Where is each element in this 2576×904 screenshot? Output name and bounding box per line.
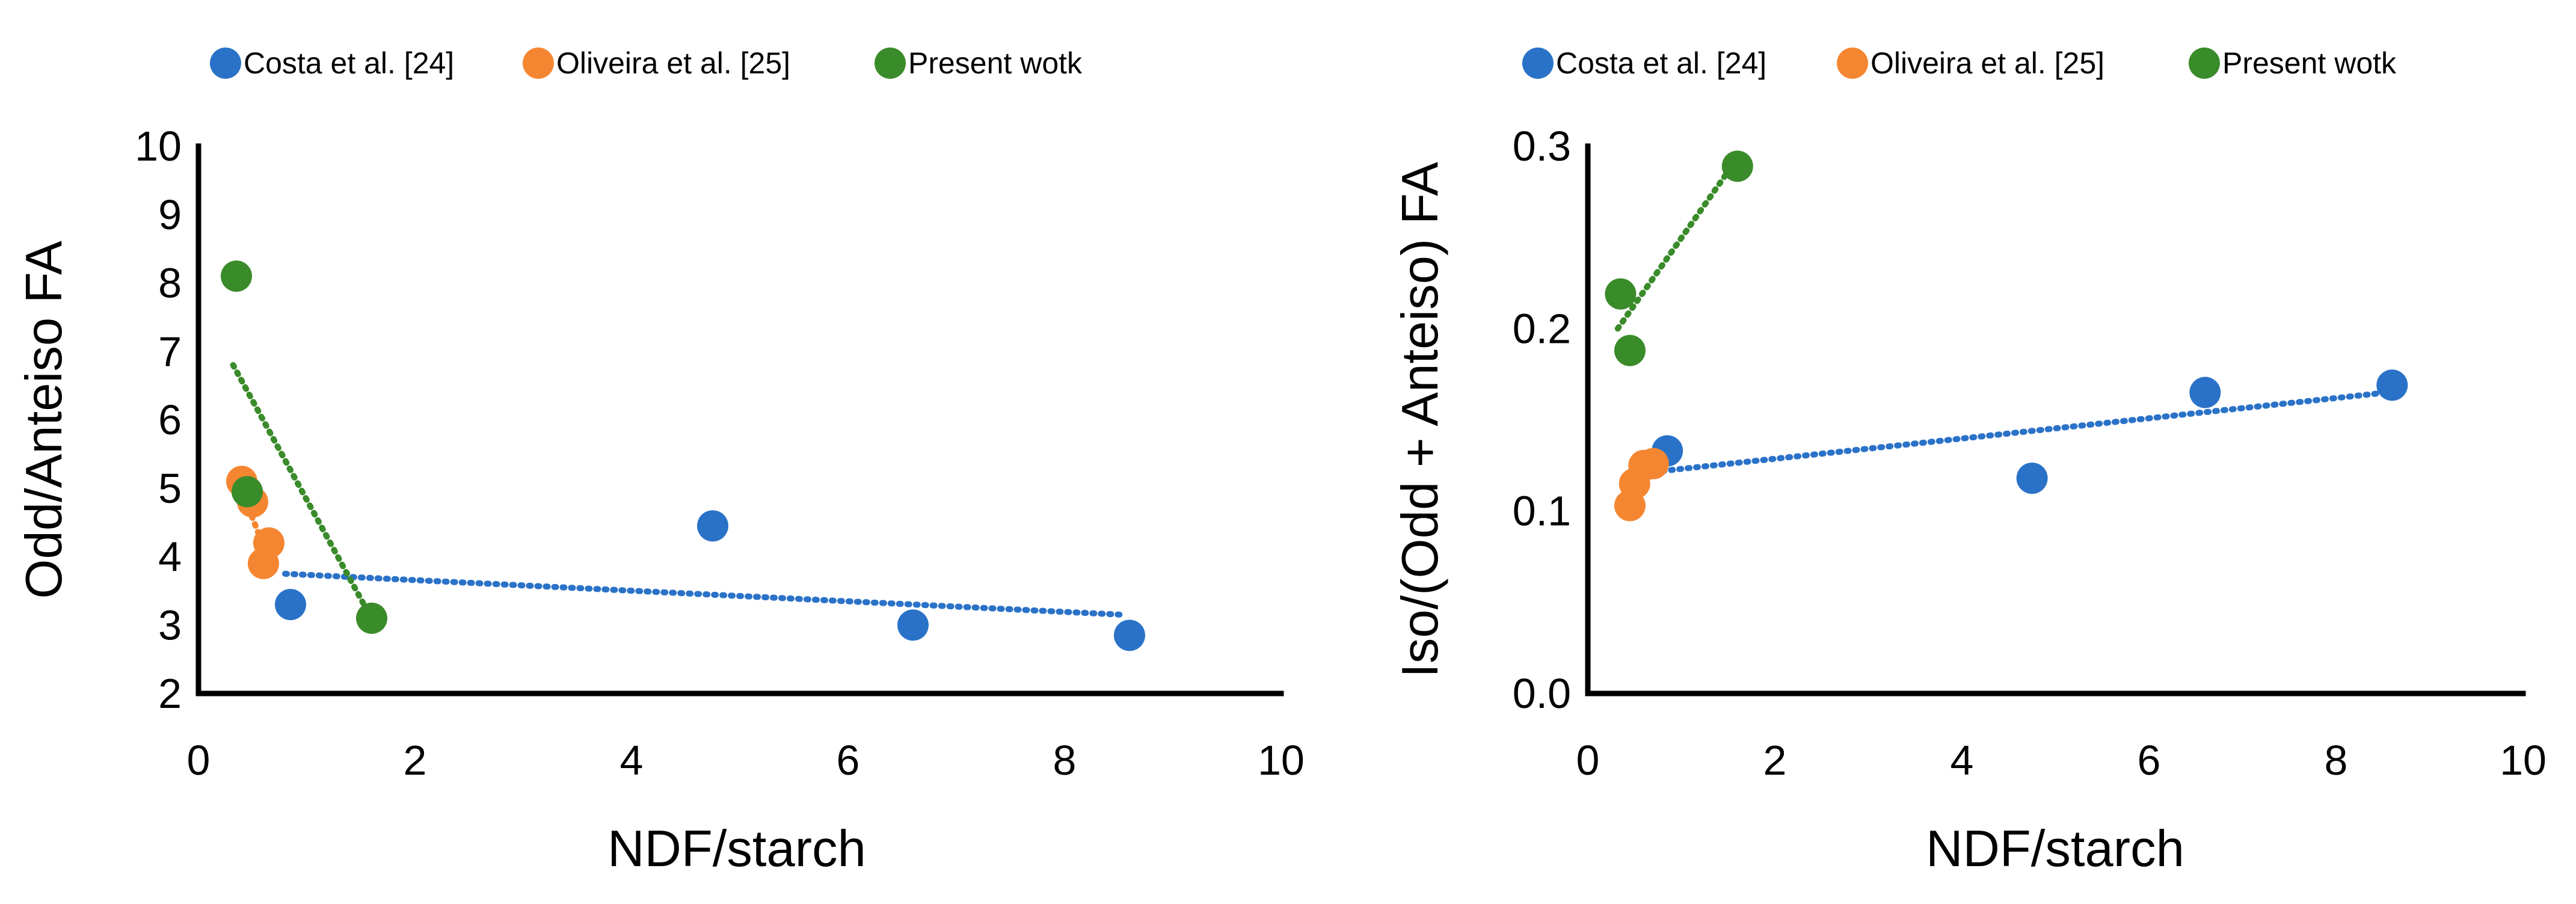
legend-label-present: Present wotk	[908, 46, 1083, 80]
x-tick-label-right-0: 0	[1576, 737, 1600, 784]
y-tick-label-right-0: 0.0	[1513, 670, 1571, 717]
y-tick-label-left-1: 3	[158, 601, 182, 648]
y-tick-label-right-2: 0.2	[1513, 305, 1571, 352]
legend-label-oliveira: Oliveira et al. [25]	[1871, 46, 2104, 80]
y-tick-labels-right: 0.0 0.1 0.2 0.3	[1513, 123, 1571, 717]
legend-label-costa: Costa et al. [24]	[244, 46, 454, 80]
y-tick-label-right-1: 0.1	[1513, 488, 1571, 535]
legend-label-costa: Costa et al. [24]	[1556, 46, 1766, 80]
y-tick-label-left-4: 6	[158, 396, 182, 443]
x-tick-label-right-4: 8	[2325, 737, 2348, 784]
y-tick-label-left-2: 4	[158, 533, 182, 580]
y-tick-labels-left: 2 3 4 5 6 7 8 9 10	[135, 123, 182, 717]
data-point-costa-right-1	[2016, 463, 2048, 494]
y-tick-label-left-8: 10	[135, 123, 182, 170]
data-point-present-right-1	[1614, 334, 1646, 366]
trendlines-right	[1614, 158, 2391, 500]
x-tick-label-left-0: 0	[187, 737, 211, 784]
x-tick-label-left-3: 6	[837, 737, 860, 784]
y-tick-label-left-5: 7	[158, 328, 182, 375]
legend-item-present: Present wotk	[2189, 46, 2397, 80]
data-point-costa-right-3	[2376, 369, 2408, 401]
data-point-present-left-0	[221, 260, 252, 292]
legend-left: Costa et al. [24] Oliveira et al. [25] P…	[210, 46, 1083, 80]
y-tick-label-left-6: 8	[158, 260, 182, 307]
y-tick-label-left-0: 2	[158, 670, 182, 717]
legend-label-oliveira: Oliveira et al. [25]	[556, 46, 790, 80]
legend-item-oliveira: Oliveira et al. [25]	[1837, 46, 2104, 80]
trendlines-left	[230, 362, 1127, 618]
data-point-oliveira-left-3	[248, 547, 279, 579]
trendline-costa-right	[1659, 389, 2391, 474]
right-chart: Costa et al. [24] Oliveira et al. [25] P…	[1392, 46, 2547, 878]
legend-item-oliveira: Oliveira et al. [25]	[523, 46, 790, 80]
x-tick-label-right-3: 6	[2138, 737, 2161, 784]
legend-marker-oliveira	[1837, 48, 1868, 79]
y-axis-title-right: Iso/(Odd + Anteiso) FA	[1392, 162, 1449, 678]
x-tick-label-right-1: 2	[1763, 737, 1787, 784]
y-tick-label-left-7: 9	[158, 191, 182, 238]
x-tick-label-left-5: 10	[1258, 737, 1305, 784]
trendline-present-left	[230, 362, 373, 618]
x-tick-label-right-5: 10	[2500, 737, 2547, 784]
data-point-oliveira-right-3	[1637, 447, 1669, 479]
x-axis-title-right: NDF/starch	[1926, 820, 2184, 878]
legend-marker-costa	[210, 48, 241, 79]
x-tick-label-right-2: 4	[1950, 737, 1974, 784]
data-point-present-right-2	[1721, 150, 1753, 182]
legend-marker-present	[2189, 48, 2220, 79]
data-points-left	[221, 260, 1145, 651]
x-tick-labels-left: 0 2 4 6 8 10	[187, 737, 1305, 784]
data-point-costa-left-2	[897, 609, 929, 641]
data-points-right	[1605, 150, 2408, 521]
legend-item-costa: Costa et al. [24]	[210, 46, 454, 80]
legend-marker-present	[875, 48, 906, 79]
data-point-costa-left-1	[697, 510, 728, 542]
y-tick-label-right-3: 0.3	[1513, 123, 1571, 170]
data-point-costa-right-2	[2189, 377, 2221, 408]
legend-label-present: Present wotk	[2222, 46, 2397, 80]
data-point-present-left-2	[356, 602, 387, 634]
x-tick-label-left-1: 2	[404, 737, 427, 784]
trendline-costa-left	[282, 570, 1127, 618]
left-chart: Costa et al. [24] Oliveira et al. [25] P…	[16, 46, 1305, 878]
trendline-present-right	[1614, 158, 1739, 332]
x-tick-label-left-2: 4	[620, 737, 644, 784]
x-tick-label-left-4: 8	[1053, 737, 1077, 784]
data-point-present-right-0	[1605, 278, 1637, 310]
legend-item-costa: Costa et al. [24]	[1522, 46, 1766, 80]
legend-marker-oliveira	[523, 48, 554, 79]
data-point-present-left-1	[232, 476, 263, 508]
legend-marker-costa	[1522, 48, 1554, 79]
y-tick-label-left-3: 5	[158, 465, 182, 512]
data-point-costa-left-3	[1114, 620, 1145, 651]
x-axis-title-left: NDF/starch	[607, 820, 866, 878]
legend-right: Costa et al. [24] Oliveira et al. [25] P…	[1522, 46, 2397, 80]
legend-item-present: Present wotk	[875, 46, 1083, 80]
data-point-costa-left-0	[275, 589, 306, 621]
x-tick-labels-right: 0 2 4 6 8 10	[1576, 737, 2547, 784]
y-axis-title-left: Odd/Anteiso FA	[16, 241, 73, 599]
